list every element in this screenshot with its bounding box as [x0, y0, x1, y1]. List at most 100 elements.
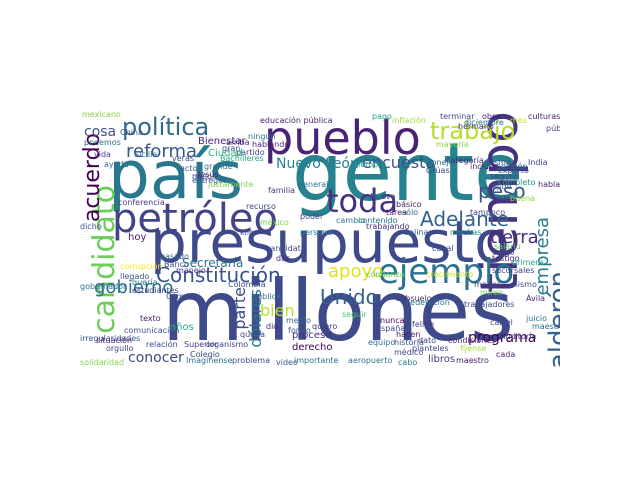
word-dicho: dicho — [80, 222, 102, 231]
word-proceso: proceso — [292, 330, 332, 341]
word-queda: queda — [240, 330, 266, 339]
word-basico: básico — [396, 200, 422, 209]
word-maestra: maestra — [532, 322, 560, 331]
word-nunca: nunca — [380, 316, 405, 325]
word-sucursales: sucursales — [492, 266, 535, 275]
word-salinas: Salinas — [404, 228, 433, 237]
word-nueva: Nueva — [370, 192, 396, 201]
word-cabo: cabo — [398, 358, 418, 367]
word-apoyo: apoyo — [328, 261, 384, 282]
word-planteles: planteles — [412, 344, 449, 353]
word-incluso: incluso — [470, 162, 499, 171]
word-nuevo-leon: Nuevo León — [276, 156, 359, 172]
word-tampoco: tampoco — [470, 208, 506, 217]
word-veras: veras — [172, 154, 195, 163]
word-hacen: hacen — [396, 330, 421, 339]
word-gobierno: gobierno — [94, 277, 174, 298]
word-terminar: terminar — [440, 112, 475, 121]
word-arriba: arriba — [226, 138, 250, 147]
word-culturas: culturas — [528, 112, 560, 121]
word-gobernador: gobernador — [80, 282, 127, 291]
word-dar: dar — [276, 254, 290, 263]
word-avila: Ávila — [526, 294, 546, 303]
word-quiero: quiero — [312, 322, 338, 331]
word-mexicano: mexicano — [82, 110, 121, 119]
word-petroleo: petróleo — [112, 196, 278, 242]
word-conferencia: conferencia — [118, 198, 165, 207]
word-hoy: hoy — [128, 232, 147, 243]
word-cosa: cosa — [84, 124, 117, 140]
word-mismo-2: mismo — [510, 280, 537, 289]
word-siempre: siempre — [354, 160, 387, 169]
word-pais: país — [108, 137, 244, 214]
word-gruas: Grúas — [426, 166, 450, 175]
word-vida: vida — [94, 150, 111, 159]
word-kilos: kilos — [240, 228, 259, 237]
word-dio: dio — [266, 322, 279, 331]
word-persona: persona — [300, 228, 333, 237]
word-hermano: hermano — [458, 122, 494, 131]
word-sicilia: Sicilia — [134, 150, 158, 159]
word-cada: cada — [496, 350, 516, 359]
word-estudiantes: estudiantes — [132, 286, 179, 295]
word-millones: millones — [162, 262, 514, 360]
word-maestro: maestro — [456, 356, 489, 365]
word-publica: publica — [252, 292, 281, 301]
word-historia: historia — [394, 338, 424, 347]
word-fijense: fíjense — [460, 344, 487, 353]
word-partido: partido — [236, 148, 265, 157]
word-entregar: entregar — [192, 176, 227, 185]
word-felipe: felipe — [412, 320, 435, 329]
word-educacion: educación pública — [260, 116, 333, 125]
word-categoria: categoría — [446, 156, 484, 165]
word-familia: familia — [268, 186, 296, 195]
word-muchas: muchas — [450, 228, 482, 237]
word-trabajadores: trabajadores — [464, 300, 515, 309]
word-llegado: llegado — [120, 272, 150, 281]
word-reforma: reforma — [126, 141, 198, 162]
word-china: China — [120, 128, 143, 137]
word-tierra: tierra — [490, 227, 539, 248]
word-adelante: Adelante — [420, 207, 509, 231]
word-ciudad: Ciudad — [208, 148, 243, 159]
word-auditoria: Auditoría — [500, 332, 537, 341]
word-trabajo: trabajo — [430, 117, 516, 145]
word-manejo: manejo — [176, 266, 206, 275]
word-recurso: recurso — [246, 202, 276, 211]
word-colombia: Colombia — [228, 280, 266, 289]
word-mes: mes — [510, 116, 527, 125]
word-hablar: hablar — [538, 180, 560, 189]
word-fondo: fondo — [288, 326, 311, 335]
word-experto: experto — [498, 166, 529, 175]
word-secretaria: Secretaría — [182, 256, 244, 270]
word-mejor: mejor — [192, 172, 216, 181]
word-grande: grande — [204, 162, 233, 171]
word-derecho: derecho — [292, 342, 333, 353]
word-podemos: podemos — [84, 138, 121, 147]
word-cartel: cártel — [490, 318, 513, 327]
word-presupuesto: presupuesto — [150, 208, 510, 276]
word-video: video — [276, 358, 298, 367]
word-seguir: seguir — [342, 310, 367, 319]
word-equipo: equipo — [368, 338, 396, 347]
word-miren: miren — [480, 288, 504, 297]
word-general: general — [298, 180, 329, 189]
word-federacion: Federación — [406, 298, 450, 307]
word-conejo: Conejo — [426, 158, 454, 167]
word-hablando: hablando — [252, 140, 290, 149]
word-medio: medio — [286, 316, 311, 325]
word-programa: programa — [468, 330, 537, 346]
word-subsuelo: subsuelo — [396, 294, 432, 303]
word-pasado: pasado — [160, 252, 190, 261]
word-seguro: seguro — [490, 172, 518, 181]
word-pueblo: pueblo — [264, 111, 421, 165]
word-camara: Cámara — [166, 292, 198, 301]
word-ningun: ningún — [248, 132, 276, 141]
word-comunicacion: comunicación — [124, 326, 180, 335]
word-obra: obra — [482, 112, 501, 121]
word-publico: público — [546, 124, 560, 133]
word-gente: gente — [292, 126, 524, 219]
word-aeropuerto: aeropuerto — [348, 356, 393, 365]
word-pago: pago — [372, 112, 392, 121]
word-cargo: cargo — [492, 248, 515, 257]
